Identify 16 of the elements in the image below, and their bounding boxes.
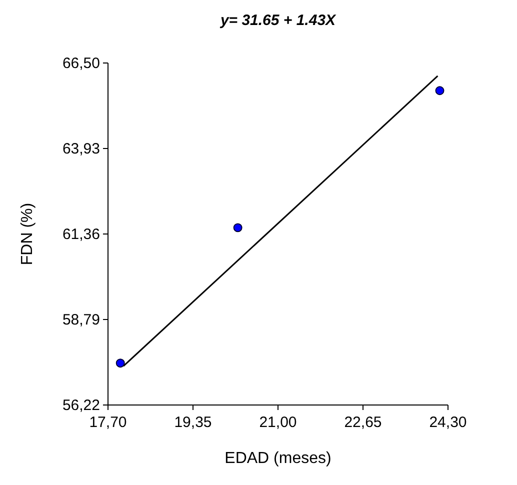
x-tick-label: 19,35	[174, 414, 212, 431]
y-tick-label: 61,36	[62, 226, 100, 243]
point	[435, 86, 444, 96]
point	[116, 358, 125, 368]
x-tick-label: 17,70	[89, 414, 127, 431]
y-tick-label: 63,93	[62, 140, 100, 158]
y-tick-label: 66,50	[62, 55, 100, 72]
y-axis-title: FDN (%)	[19, 202, 36, 266]
chart-title: y= 31.65 + 1.43X	[219, 12, 337, 29]
y-tick-label: 56,22	[62, 397, 100, 414]
x-axis-title: EDAD (meses)	[224, 450, 332, 467]
x-tick-label: 21,00	[259, 414, 297, 431]
point	[233, 223, 242, 232]
x-tick-label: 22,65	[344, 414, 382, 431]
x-tick-label: 24,30	[429, 414, 467, 431]
y-tick-label: 58,79	[62, 312, 100, 328]
